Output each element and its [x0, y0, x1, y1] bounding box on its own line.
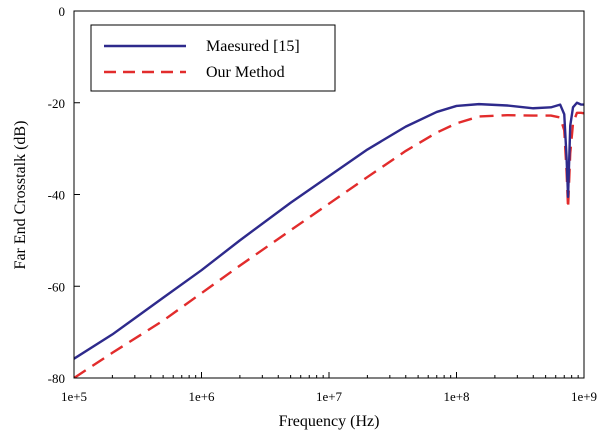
x-tick-label: 1e+7	[316, 389, 343, 404]
y-axis-ticks: 0 -20 -40 -60 -80	[48, 4, 80, 386]
series-line-0	[74, 101, 584, 360]
legend-label-measured: Maesured [15]	[206, 38, 300, 55]
legend-box	[90, 24, 336, 92]
y-tick-label: -40	[48, 188, 65, 203]
x-tick-label: 1e+6	[188, 389, 215, 404]
x-tick-label: 1e+9	[571, 389, 597, 404]
y-axis-label: Far End Crosstalk (dB)	[12, 121, 29, 270]
y-tick-label: -80	[48, 371, 65, 386]
legend: Maesured [15] Our Method	[90, 24, 336, 92]
x-axis-ticks: 1e+5 1e+6 1e+7 1e+8 1e+9	[61, 372, 597, 404]
x-tick-label: 1e+5	[61, 389, 87, 404]
legend-label-our-method: Our Method	[206, 64, 285, 81]
y-tick-label: -60	[48, 279, 65, 294]
y-tick-label: 0	[59, 4, 66, 19]
y-tick-label: -20	[48, 96, 65, 111]
x-axis-label: Frequency (Hz)	[279, 413, 380, 430]
x-tick-label: 1e+8	[443, 389, 469, 404]
series-line-1	[74, 111, 584, 378]
